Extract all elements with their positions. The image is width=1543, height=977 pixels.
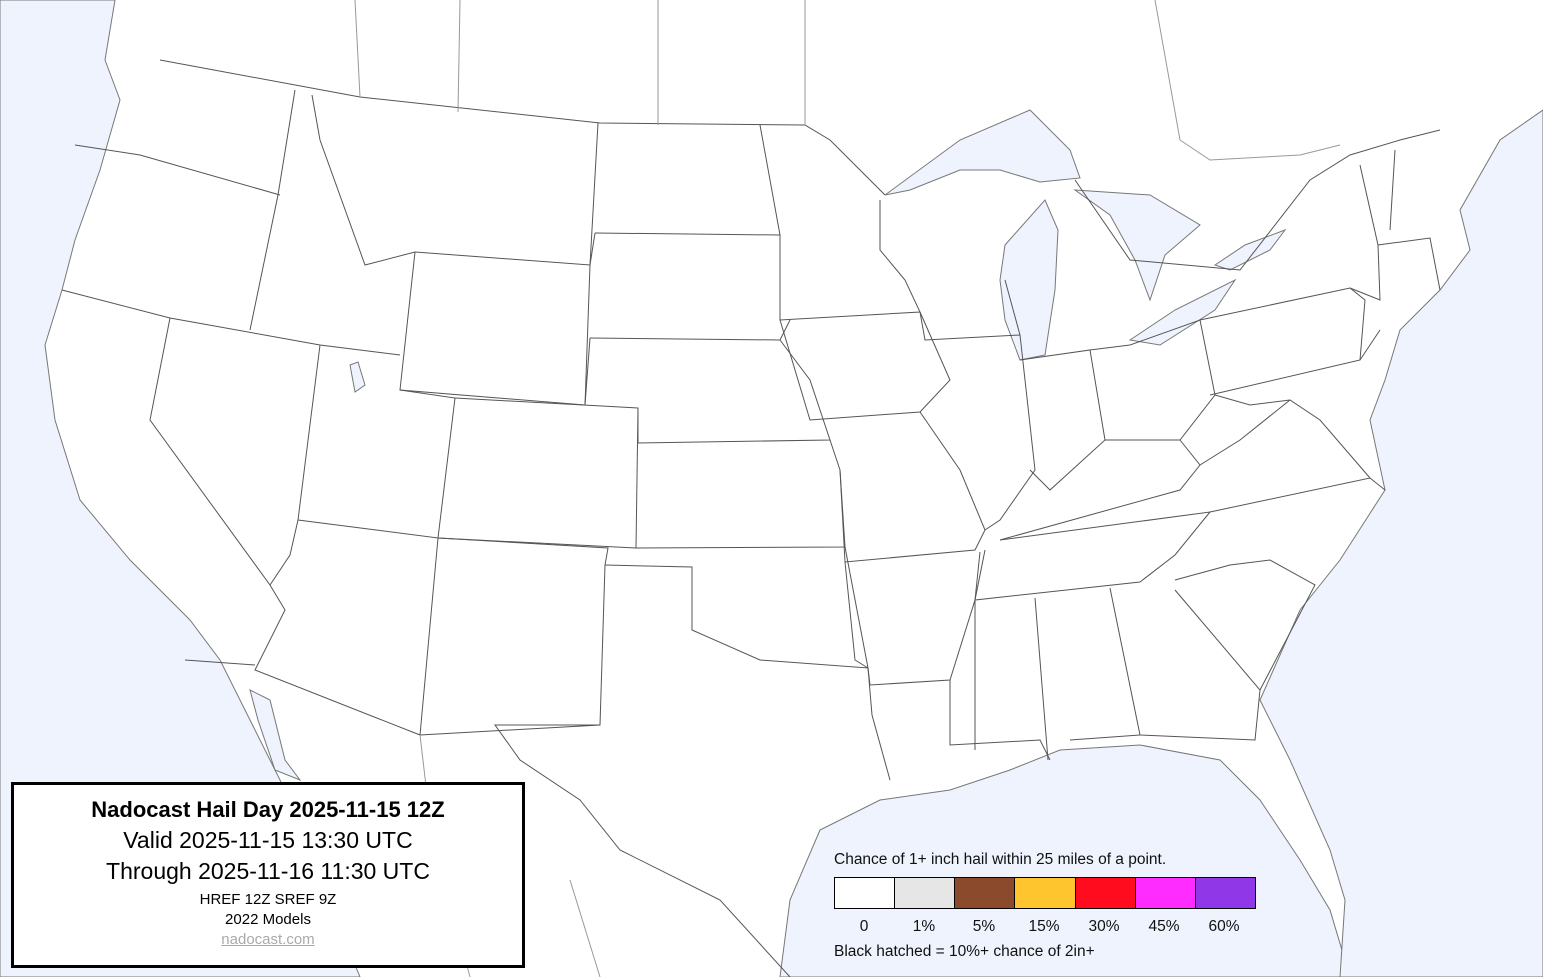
great-salt-lake bbox=[349, 361, 366, 393]
legend-swatch-1 bbox=[895, 878, 956, 908]
legend-label: 30% bbox=[1088, 918, 1120, 935]
model-version: 2022 Models bbox=[225, 911, 311, 928]
legend-label: 15% bbox=[1028, 918, 1060, 935]
legend-swatch-60 bbox=[1195, 878, 1255, 908]
legend-labels: 0 1% 5% 15% 30% 45% 60% bbox=[834, 918, 1254, 936]
atlantic-ocean bbox=[1259, 109, 1543, 977]
gulf-of-california bbox=[249, 689, 302, 782]
lake-huron bbox=[1073, 189, 1201, 302]
canada-border-east bbox=[1074, 129, 1441, 271]
lake-erie bbox=[1128, 278, 1237, 346]
color-legend: Chance of 1+ inch hail within 25 miles o… bbox=[834, 851, 1264, 961]
legend-label: 45% bbox=[1148, 918, 1180, 935]
model-runs: HREF 12Z SREF 9Z bbox=[199, 891, 337, 908]
legend-swatch-45 bbox=[1135, 878, 1196, 908]
legend-label: 5% bbox=[972, 918, 996, 935]
legend-label: 1% bbox=[912, 918, 936, 935]
legend-color-bar bbox=[834, 877, 1256, 909]
hatch-note: Black hatched = 10%+ chance of 2in+ bbox=[834, 943, 1095, 960]
legend-label: 60% bbox=[1208, 918, 1240, 935]
legend-label: 0 bbox=[859, 918, 869, 935]
lake-ontario bbox=[1213, 228, 1287, 271]
boundaries bbox=[61, 0, 1441, 977]
legend-swatch-5 bbox=[955, 878, 1016, 908]
nadocast-link[interactable]: nadocast.com bbox=[221, 931, 315, 948]
canada-border bbox=[159, 59, 886, 196]
valid-time: Valid 2025-11-15 13:30 UTC bbox=[123, 827, 413, 853]
legend-heading: Chance of 1+ inch hail within 25 miles o… bbox=[834, 851, 1167, 868]
forecast-title: Nadocast Hail Day 2025-11-15 12Z bbox=[91, 797, 445, 822]
through-time: Through 2025-11-16 11:30 UTC bbox=[106, 858, 430, 884]
legend-swatch-15 bbox=[1015, 878, 1076, 908]
legend-swatch-0 bbox=[835, 878, 896, 908]
lake-michigan bbox=[999, 199, 1059, 361]
lake-superior bbox=[884, 109, 1081, 196]
gulf-of-mexico bbox=[779, 744, 1351, 977]
legend-swatch-30 bbox=[1075, 878, 1136, 908]
forecast-title-box: Nadocast Hail Day 2025-11-15 12Z Valid 2… bbox=[11, 782, 525, 968]
